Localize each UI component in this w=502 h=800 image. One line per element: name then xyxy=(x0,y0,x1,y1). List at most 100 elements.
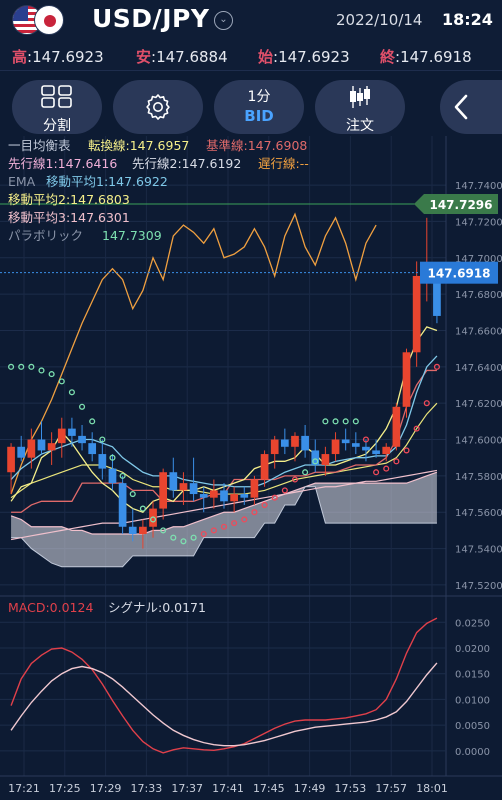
parabolic-dot xyxy=(89,418,96,425)
order-button[interactable]: 注文 xyxy=(315,80,405,134)
parabolic-dot xyxy=(200,530,207,538)
parabolic-dot xyxy=(413,425,420,432)
candle-body xyxy=(88,443,97,455)
parabolic-dot xyxy=(68,389,75,396)
candle-body xyxy=(98,454,107,469)
ohlc-high: 高:147.6923 xyxy=(12,46,104,67)
split-button[interactable]: 分割 xyxy=(12,80,102,134)
price-axis-label: 147.5600 xyxy=(455,508,502,519)
candle-body xyxy=(250,479,259,498)
parabolic-dot xyxy=(302,469,309,476)
parabolic-dot xyxy=(281,487,288,494)
parabolic-dot xyxy=(362,436,370,443)
legend-senkou1: 先行線1:147.6416 xyxy=(8,156,117,171)
price-axis-label: 147.5800 xyxy=(455,472,502,483)
current-price-tag-label: 147.6918 xyxy=(427,267,490,281)
candle-body xyxy=(68,428,76,436)
legend-ichimoku: 一目均衡表 xyxy=(8,138,71,153)
candle-body xyxy=(210,490,218,498)
bid-label: BID xyxy=(244,107,274,125)
time-axis-label: 17:21 xyxy=(8,782,40,795)
parabolic-dot xyxy=(28,363,35,370)
candle-body xyxy=(27,439,36,458)
parabolic-dot xyxy=(312,458,319,465)
legend-parabolic-value: 147.7309 xyxy=(102,228,162,243)
macd-axis-label: 0.0150 xyxy=(455,670,490,681)
upper-price-tag xyxy=(414,193,498,214)
gear-icon xyxy=(146,94,170,120)
parabolic-dot xyxy=(160,527,167,534)
currency-pair-title[interactable]: USD/JPY xyxy=(92,4,210,33)
parabolic-dot xyxy=(352,418,359,425)
candle-body xyxy=(382,446,391,455)
price-axis-label: 147.7000 xyxy=(455,254,502,265)
high-value: :147.6923 xyxy=(27,48,104,66)
candle-body xyxy=(118,483,127,527)
price-chart[interactable]: 147.7400 147.7200 147.7000 147.6800 147.6600… xyxy=(0,136,502,800)
parabolic-dot xyxy=(58,378,65,385)
time-axis-label: 18:01 xyxy=(416,782,448,795)
candle-body xyxy=(402,352,411,407)
parabolic-dot xyxy=(271,494,278,501)
parabolic-dot xyxy=(342,418,349,425)
candle-body xyxy=(189,483,198,495)
parabolic-dot xyxy=(180,538,187,545)
chart-area[interactable]: 147.7400 147.7200 147.7000 147.6800 147.6600… xyxy=(0,136,502,800)
parabolic-dot xyxy=(393,458,400,465)
parabolic-dot xyxy=(18,363,25,370)
parabolic-dot xyxy=(291,476,299,483)
ohlc-open: 始:147.6923 xyxy=(258,46,350,67)
candle-body xyxy=(230,494,238,502)
settings-button[interactable] xyxy=(113,80,203,134)
parabolic-dot xyxy=(78,403,86,410)
timeframe-button[interactable]: 1分 BID xyxy=(214,80,304,134)
macd-axis-label: 0.0250 xyxy=(455,618,490,629)
split-label: 分割 xyxy=(43,118,71,134)
parabolic-dot xyxy=(139,505,146,512)
chart-toolbar: 分割 1分 BID 注文 xyxy=(0,80,502,136)
parabolic-dot xyxy=(231,520,238,527)
candle-body xyxy=(341,439,350,444)
quote-date: 2022/10/14 xyxy=(336,11,423,29)
parabolic-dot xyxy=(383,465,390,472)
parabolic-dot xyxy=(170,534,177,541)
price-axis-label: 147.6200 xyxy=(455,399,502,410)
signal-line xyxy=(10,662,438,747)
time-axis-label: 17:33 xyxy=(131,782,163,795)
macd-axis-label: 0.0200 xyxy=(455,644,490,655)
close-value: :147.6918 xyxy=(395,48,472,66)
time-axis-label: 17:25 xyxy=(49,782,81,795)
candle-body xyxy=(433,272,441,316)
legend-ema1: 移動平均1:147.6922 xyxy=(46,174,168,189)
parabolic-dot xyxy=(322,418,329,425)
candle-body xyxy=(37,439,46,451)
parabolic-dot xyxy=(433,363,440,370)
macd-legend: MACD:0.0124 xyxy=(8,600,93,615)
time-axis-label: 17:41 xyxy=(212,782,244,795)
candle-body xyxy=(240,494,249,498)
legend-ma3: 移動平均3:147.6301 xyxy=(8,210,130,225)
time-axis-label: 17:37 xyxy=(171,782,203,795)
candle-body xyxy=(372,450,380,455)
parabolic-dot xyxy=(99,436,106,443)
candle-body xyxy=(199,494,208,498)
parabolic-dot xyxy=(251,509,258,516)
collapse-panel-button[interactable] xyxy=(440,80,502,134)
candle-body xyxy=(7,446,15,473)
parabolic-dot xyxy=(403,447,410,454)
pair-dropdown-chevron-icon[interactable]: ⌄ xyxy=(214,11,233,30)
chikou-line xyxy=(10,212,377,495)
legend-ma2: 移動平均2:147.6803 xyxy=(8,192,130,207)
candle-body xyxy=(108,468,117,484)
ohlc-close: 終:147.6918 xyxy=(380,46,472,67)
parabolic-dot xyxy=(241,516,248,523)
ohlc-low: 安:147.6884 xyxy=(136,46,228,67)
parabolic-dot xyxy=(48,371,55,378)
jp-flag-icon xyxy=(34,5,64,35)
ichimoku-cloud xyxy=(11,472,437,567)
candle-body xyxy=(301,435,309,451)
candle-body xyxy=(392,406,401,447)
upper-price-tag-label: 147.7296 xyxy=(429,198,492,212)
candle-body xyxy=(78,435,86,444)
candle-body xyxy=(159,472,168,509)
